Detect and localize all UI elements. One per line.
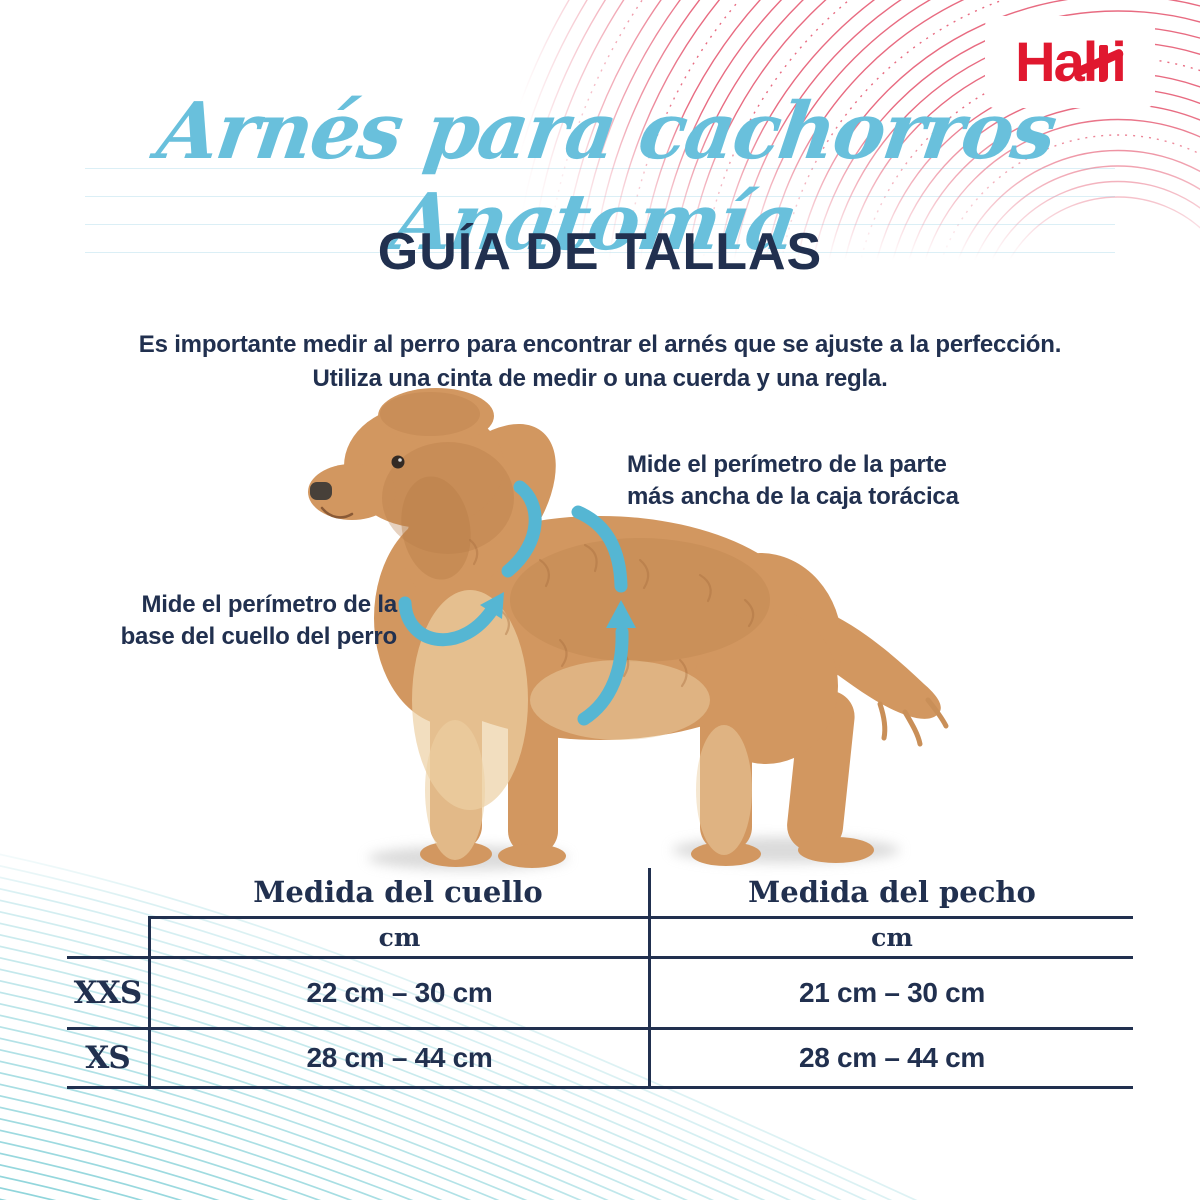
dog-hind-leg [700, 680, 752, 852]
dog-tail [802, 602, 941, 719]
size-table: Medida del cuello Medida del pecho cm cm… [67, 868, 1133, 1089]
dog-torso [388, 516, 812, 740]
dog-front-leg [508, 670, 558, 855]
intro-line-1: Es importante medir al perro para encont… [138, 331, 1062, 358]
dog-muzzle [308, 464, 396, 520]
dog-mouth [320, 506, 354, 519]
size-label: XS [85, 1040, 130, 1076]
neck-range-value: 22 cm – 30 cm [148, 959, 648, 1027]
table-header-row: Medida del cuello Medida del pecho [67, 868, 1133, 916]
neck-measurement-callout: Mide el perímetro de la base del cuello … [90, 589, 398, 652]
units-spacer [67, 916, 148, 956]
header-spacer [67, 868, 148, 916]
neck-range-value: 28 cm – 44 cm [148, 1030, 648, 1086]
column-header-neck: Medida del cuello [253, 875, 543, 909]
table-units-row: cm cm [67, 916, 1133, 956]
intro-line-2: Utiliza una cinta de medir o una cuerda … [312, 364, 888, 392]
dog-head [344, 404, 504, 528]
chest-callout-line-2: más ancha de la caja torácica [627, 482, 959, 510]
logo-text-before-t: Hal [1015, 30, 1098, 93]
chest-measure-arrow-icon [571, 505, 636, 726]
table-row-xs: XS 28 cm – 44 cm 28 cm – 44 cm [67, 1027, 1133, 1089]
dog-ear [401, 476, 471, 580]
chest-range-value: 28 cm – 44 cm [648, 1030, 1133, 1086]
unit-label-neck: cm [148, 916, 648, 956]
unit-label-chest: cm [648, 916, 1133, 956]
table-row-xxs: XXS 22 cm – 30 cm 21 cm – 30 cm [67, 956, 1133, 1027]
dog-hind-leg [787, 690, 855, 853]
neck-callout-line-1: Mide el perímetro de la [141, 591, 398, 618]
dog-neck [404, 423, 556, 597]
dog-nose [310, 482, 332, 500]
neck-measure-arrow-icon [398, 480, 542, 647]
column-header-chest: Medida del pecho [648, 868, 1133, 916]
neck-callout-line-2: base del cuello del perro [120, 622, 398, 650]
dog-eye [391, 455, 405, 469]
shadow [368, 846, 568, 870]
size-label: XXS [73, 975, 143, 1011]
page-title: GUÍA DE TALLAS [377, 223, 823, 281]
chest-callout-line-1: Mide el perímetro de la parte [627, 451, 947, 478]
chest-measurement-callout: Mide el perímetro de la parte más ancha … [627, 449, 1007, 512]
chest-range-value: 21 cm – 30 cm [648, 959, 1133, 1027]
dog-front-leg [430, 650, 482, 850]
halti-logo-wordmark: Hal i [1015, 34, 1127, 90]
intro-text: Es importante medir al perro para encont… [0, 328, 1200, 395]
logo-text-after-t: i [1111, 30, 1127, 93]
shadow [672, 837, 900, 863]
